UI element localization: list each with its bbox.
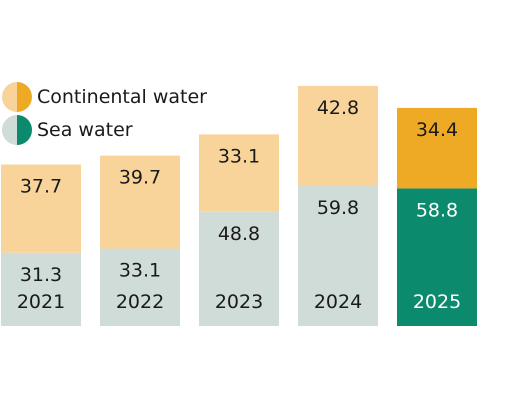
bar-sea-water-2024 <box>298 186 378 326</box>
bar-sea-water-2023 <box>199 211 279 326</box>
legend-swatch-sea-left <box>2 115 17 145</box>
bar-continental-water-2021 <box>1 164 81 253</box>
category-label-2025: 2025 <box>413 291 461 313</box>
legend-label-continental: Continental water <box>37 86 207 108</box>
value-label-sea-2023: 48.8 <box>218 223 260 245</box>
legend-swatch-sea-right <box>17 115 32 145</box>
bar-continental-water-2025 <box>397 107 477 189</box>
bar-continental-water-2022 <box>100 155 180 249</box>
value-label-continental-2023: 33.1 <box>218 145 260 167</box>
legend-label-sea: Sea water <box>37 119 133 141</box>
value-label-continental-2021: 37.7 <box>20 176 62 198</box>
value-label-sea-2021: 31.3 <box>20 264 62 286</box>
value-label-sea-2024: 59.8 <box>317 197 359 219</box>
value-label-sea-2025: 58.8 <box>416 199 458 221</box>
bar-sea-water-2021 <box>1 252 81 326</box>
category-label-2023: 2023 <box>215 291 263 313</box>
value-label-continental-2025: 34.4 <box>416 119 458 141</box>
legend: Continental water Sea water <box>2 82 207 145</box>
value-label-continental-2022: 39.7 <box>119 167 161 189</box>
category-label-2024: 2024 <box>314 291 362 313</box>
bar-sea-water-2022 <box>100 248 180 326</box>
value-label-sea-2022: 33.1 <box>119 260 161 282</box>
legend-swatch-continental-left <box>2 82 17 112</box>
legend-item-continental: Continental water <box>2 82 207 112</box>
bars-group: 37.7 31.3 2021 39.7 33.1 2022 33.1 48.8 2023 42.8… <box>1 85 477 326</box>
bar-sea-water-2025 <box>397 188 477 326</box>
category-label-2022: 2022 <box>116 291 164 313</box>
legend-item-sea: Sea water <box>2 115 133 145</box>
bar-continental-water-2023 <box>199 134 279 212</box>
category-label-2021: 2021 <box>17 291 65 313</box>
value-label-continental-2024: 42.8 <box>317 97 359 119</box>
bar-continental-water-2024 <box>298 85 378 187</box>
legend-swatch-continental-right <box>17 82 32 112</box>
